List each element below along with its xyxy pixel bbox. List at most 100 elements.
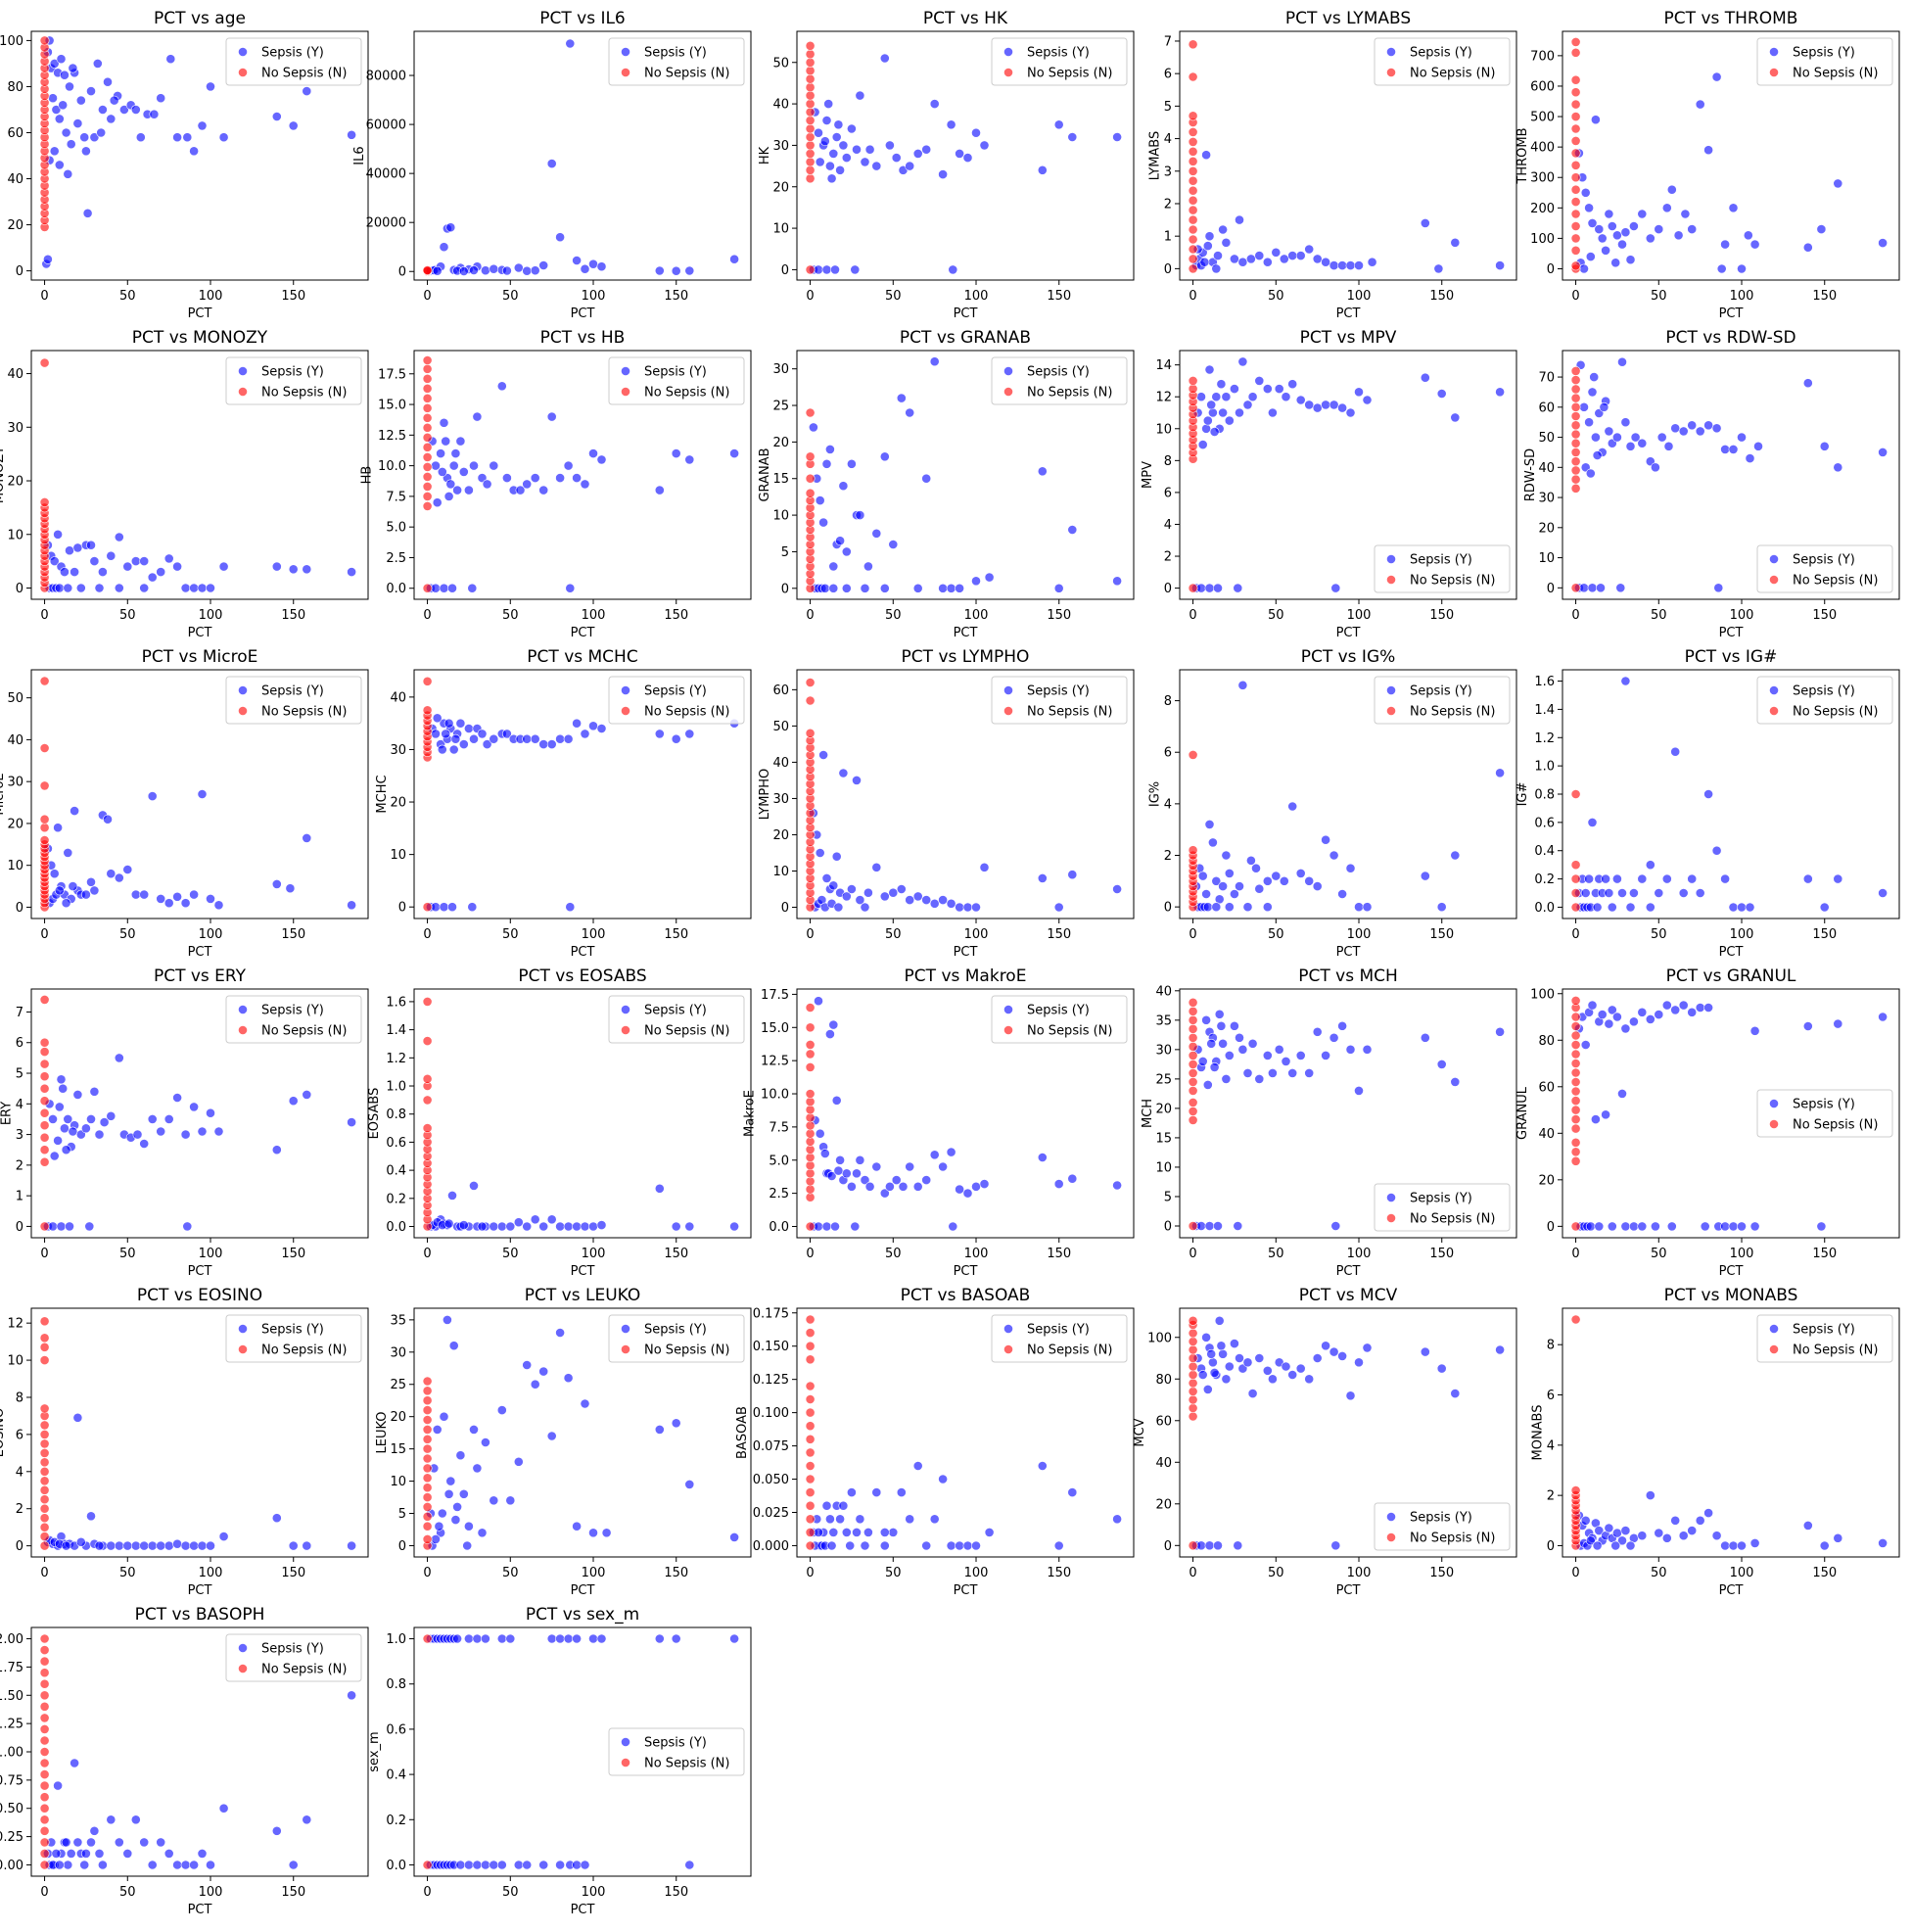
- data-point: [522, 1221, 533, 1232]
- data-point: [1570, 1314, 1581, 1325]
- y-tick-label: 30: [7, 421, 23, 436]
- data-point: [1625, 1540, 1636, 1551]
- legend: Sepsis (Y)No Sepsis (N): [608, 1314, 745, 1363]
- y-tick-label: 40: [1155, 1456, 1172, 1471]
- data-point: [684, 265, 695, 276]
- data-point: [1188, 214, 1198, 225]
- data-point: [422, 1095, 433, 1106]
- data-point: [39, 1690, 50, 1701]
- data-point: [1067, 132, 1078, 142]
- data-point: [1720, 444, 1730, 454]
- data-point: [68, 881, 78, 891]
- y-tick-label: 5: [16, 1067, 23, 1082]
- legend-marker-no-sepsis: [238, 1344, 248, 1354]
- data-point: [1281, 392, 1291, 402]
- data-point: [1703, 789, 1713, 799]
- data-point: [1224, 1051, 1235, 1060]
- data-point: [1570, 1012, 1581, 1022]
- data-point: [805, 66, 816, 76]
- data-point: [1329, 400, 1339, 410]
- x-axis-label: PCT: [571, 306, 595, 321]
- data-point: [39, 1059, 50, 1069]
- data-point: [439, 902, 449, 913]
- x-tick-label: 100: [1347, 927, 1372, 942]
- data-point: [63, 1114, 73, 1124]
- y-tick-label: 0.100: [753, 1406, 789, 1421]
- data-point: [81, 1849, 91, 1859]
- data-point: [1279, 875, 1289, 886]
- legend: Sepsis (Y)No Sepsis (N): [1756, 676, 1893, 725]
- y-axis-label: LYMABS: [1147, 131, 1162, 181]
- legend-marker-no-sepsis: [1769, 575, 1779, 585]
- y-tick-label: 2: [16, 1502, 23, 1517]
- data-point: [422, 997, 433, 1007]
- data-point: [135, 132, 146, 143]
- legend-marker-no-sepsis: [238, 1025, 248, 1035]
- axes-frame: [796, 350, 1135, 600]
- data-point: [1645, 860, 1656, 871]
- data-point: [1211, 902, 1222, 913]
- data-point: [1304, 244, 1315, 255]
- data-point: [1670, 1005, 1681, 1015]
- data-point: [955, 1184, 964, 1195]
- x-tick-label: 50: [1651, 927, 1667, 942]
- y-tick-label: 0: [16, 1539, 23, 1554]
- data-point: [1295, 869, 1306, 878]
- data-point: [72, 542, 83, 553]
- data-point: [431, 1534, 441, 1544]
- data-point: [729, 1633, 739, 1644]
- data-point: [572, 1521, 582, 1531]
- data-point: [1587, 387, 1598, 398]
- data-point: [1570, 47, 1581, 58]
- data-point: [1645, 902, 1656, 913]
- data-point: [1625, 255, 1636, 265]
- data-point: [971, 1540, 981, 1551]
- data-point: [1224, 415, 1235, 426]
- legend-label-no-sepsis: No Sepsis (N): [1410, 574, 1495, 589]
- data-point: [1570, 233, 1581, 244]
- data-point: [1687, 1526, 1698, 1535]
- data-point: [971, 1181, 981, 1192]
- data-point: [1678, 888, 1689, 898]
- data-point: [463, 1521, 474, 1531]
- legend-label-no-sepsis: No Sepsis (N): [644, 1024, 729, 1039]
- y-tick-label: 40: [1538, 461, 1555, 476]
- legend-label-no-sepsis: No Sepsis (N): [261, 1343, 347, 1358]
- data-point: [422, 1453, 433, 1464]
- data-point: [1610, 1540, 1621, 1551]
- x-tick-label: 0: [806, 289, 814, 304]
- y-tick-label: 1.4: [1534, 703, 1555, 718]
- data-point: [563, 1373, 574, 1384]
- data-point: [1188, 997, 1198, 1008]
- data-point: [1321, 834, 1330, 845]
- data-point: [979, 1179, 990, 1189]
- data-point: [1188, 1060, 1198, 1069]
- data-point: [979, 862, 990, 872]
- data-point: [450, 1515, 461, 1525]
- data-point: [1196, 1221, 1206, 1231]
- data-point: [828, 880, 839, 891]
- data-point: [1196, 1540, 1206, 1551]
- y-tick-label: 40: [7, 733, 23, 748]
- data-point: [502, 265, 512, 276]
- data-point: [831, 132, 842, 142]
- legend-marker-sepsis: [238, 47, 248, 57]
- data-point: [654, 265, 665, 276]
- data-point: [1678, 1531, 1689, 1541]
- data-point: [1592, 450, 1603, 460]
- data-point: [172, 1538, 182, 1549]
- data-point: [1450, 1389, 1461, 1398]
- data-point: [1420, 1346, 1430, 1357]
- data-point: [114, 1053, 124, 1063]
- data-point: [938, 1161, 948, 1172]
- y-tick-label: 0: [398, 901, 406, 916]
- data-point: [938, 1474, 948, 1484]
- data-point: [439, 1411, 449, 1422]
- data-point: [347, 1117, 356, 1127]
- data-point: [149, 109, 160, 119]
- data-point: [530, 473, 540, 483]
- data-point: [1579, 401, 1589, 412]
- data-point: [54, 114, 65, 124]
